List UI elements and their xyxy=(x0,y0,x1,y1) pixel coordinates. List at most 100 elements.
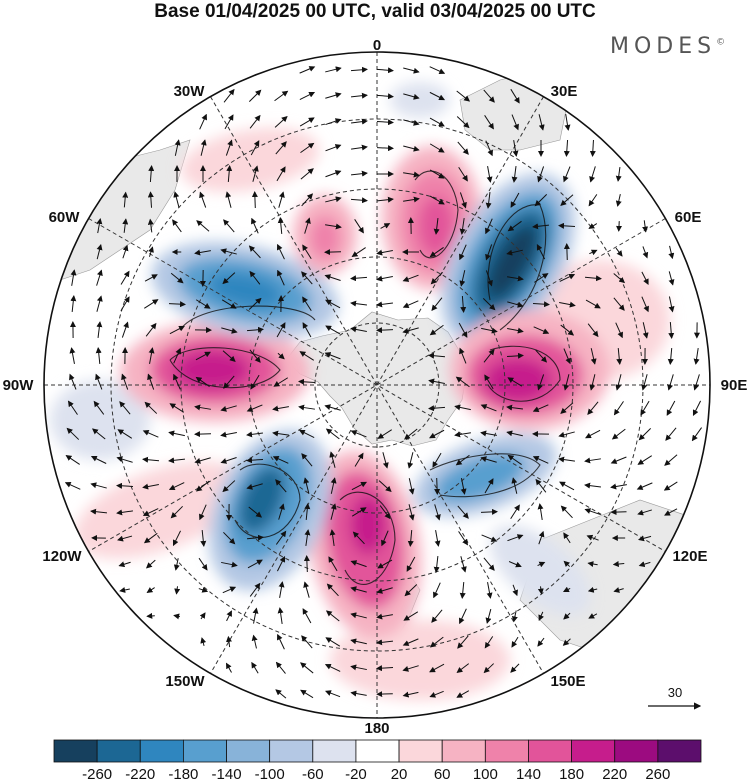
wind-vector-arrow xyxy=(246,326,264,333)
colorbar-swatch xyxy=(614,739,659,763)
wind-vector-arrow xyxy=(247,559,263,569)
wind-vector-arrow xyxy=(510,504,520,519)
wind-vector-arrow xyxy=(147,218,154,233)
lon-label-120w: 120W xyxy=(42,548,82,565)
wind-vector-arrow xyxy=(350,197,368,204)
wind-vector-arrow xyxy=(376,613,393,620)
wind-vector-arrow xyxy=(220,457,237,464)
brand-text: MODES xyxy=(610,34,717,59)
negative-trough-45e-core xyxy=(486,224,538,300)
wind-vector-arrow xyxy=(224,114,234,130)
map-border xyxy=(43,51,711,719)
positive-ridge-15e-core xyxy=(418,196,454,256)
lon-label-60e: 60E xyxy=(675,209,702,226)
wind-vector-arrow xyxy=(637,509,652,516)
wind-vector-arrow xyxy=(249,582,261,597)
wind-vector-arrow xyxy=(168,301,186,308)
wind-vector-arrow xyxy=(456,116,470,129)
wind-vector-arrow xyxy=(248,89,262,102)
wind-vector-arrow xyxy=(376,67,394,74)
wind-vector-arrow xyxy=(560,505,573,519)
meridian-60w-120e xyxy=(88,218,666,552)
wind-vector-arrow xyxy=(588,223,598,229)
wind-vector-arrow xyxy=(173,558,180,571)
wind-vector-arrow xyxy=(325,610,340,622)
colorbar-swatch xyxy=(571,739,616,763)
wind-vector-arrow xyxy=(173,191,180,208)
colorbar-swatch xyxy=(398,739,443,763)
colorbar-tick-label: 180 xyxy=(559,766,584,783)
wind-vector-arrow xyxy=(142,430,159,438)
wind-vector-arrow xyxy=(143,532,158,544)
wind-vector-arrow xyxy=(506,249,523,256)
wind-vector-arrow xyxy=(459,270,466,287)
wind-vector-arrow xyxy=(668,296,675,313)
wind-vector-arrow xyxy=(408,504,415,521)
wind-vector-arrow xyxy=(506,404,524,411)
wind-vector-arrow xyxy=(429,117,445,127)
wind-vector-arrow xyxy=(249,114,261,129)
wind-vector-arrow xyxy=(664,454,678,466)
wind-vector-arrow xyxy=(246,404,263,412)
wind-vector-arrow xyxy=(562,638,571,646)
wind-vector-arrow xyxy=(119,401,131,415)
wind-vector-arrow xyxy=(615,193,622,207)
wind-vector-arrow xyxy=(511,636,519,648)
wind-vector-arrow xyxy=(611,428,626,440)
wind-vector-arrow xyxy=(275,689,287,699)
colorbar-tick-label: -220 xyxy=(125,766,155,783)
wind-vector-arrow xyxy=(535,349,548,363)
wind-vector-arrow xyxy=(226,635,232,648)
wind-vector-arrow xyxy=(146,612,155,619)
wind-vector-arrow xyxy=(589,166,596,183)
wind-vector-arrow xyxy=(221,561,238,568)
wind-vector-arrow xyxy=(298,429,315,438)
wind-vector-arrow xyxy=(119,587,130,593)
wind-vector-arrow xyxy=(613,273,626,284)
wind-vector-arrow xyxy=(251,191,258,209)
wind-vector-arrow xyxy=(402,327,419,334)
wind-vector-arrow xyxy=(691,427,702,442)
wind-vector-arrow xyxy=(147,373,155,390)
wind-vector-arrow xyxy=(298,378,316,385)
wind-vector-arrow xyxy=(168,482,185,490)
wind-vector-arrow xyxy=(277,633,285,650)
wind-vector-arrow xyxy=(325,92,342,99)
colorbar-swatch xyxy=(484,739,529,763)
wind-vector-arrow xyxy=(173,373,181,390)
lon-label-30e: 30E xyxy=(551,83,578,100)
wind-vector-arrow xyxy=(116,456,133,463)
wind-vector-arrow xyxy=(480,404,497,412)
lon-label-120e: 120E xyxy=(672,548,707,565)
meridian-30e-150w xyxy=(210,96,544,674)
wind-vector-arrow xyxy=(486,582,493,599)
wind-vector-arrow xyxy=(277,352,285,360)
wind-vector-arrow xyxy=(663,481,678,491)
wind-vector-arrow xyxy=(638,561,651,568)
wind-vector-arrow xyxy=(613,587,624,593)
wind-vector-arrow xyxy=(276,322,286,338)
wind-vector-arrow xyxy=(563,139,570,157)
wind-vector-arrow xyxy=(587,401,599,415)
colorbar-tick-label: 220 xyxy=(602,766,627,783)
longitude-labels: 0 30E 60E 90E 120E 150E 180 150W 120W 90… xyxy=(3,37,748,737)
wind-vector-arrow xyxy=(351,507,367,517)
wind-vector-arrow xyxy=(507,301,524,308)
wind-vector-arrow xyxy=(222,350,236,362)
wind-vector-arrow xyxy=(612,561,625,568)
wind-vector-arrow xyxy=(429,663,445,673)
wind-vector-arrow xyxy=(199,612,206,620)
wind-vector-arrow xyxy=(538,530,545,545)
faint-negative-n xyxy=(390,82,450,118)
wind-vector-arrow xyxy=(303,581,310,598)
wind-vector-arrow xyxy=(144,274,158,282)
wind-vector-arrow xyxy=(251,661,259,674)
wind-vector-arrow xyxy=(434,504,441,521)
wind-vector-arrow xyxy=(142,483,159,490)
wind-vector-arrow xyxy=(380,223,391,229)
wind-vector-arrow xyxy=(144,401,158,414)
wind-vector-arrow xyxy=(376,93,394,100)
wind-vector-arrow xyxy=(613,297,625,311)
